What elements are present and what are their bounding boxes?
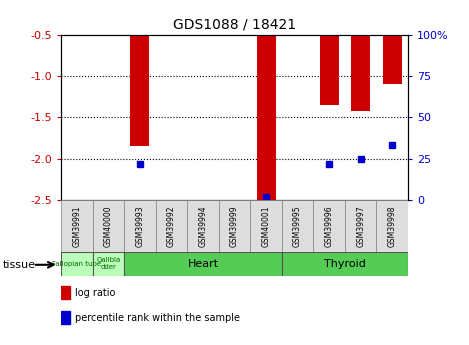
Text: Gallbla
dder: Gallbla dder [96, 257, 121, 270]
Bar [187, 200, 219, 252]
Bar [257, 34, 275, 208]
Text: GSM39991: GSM39991 [72, 205, 81, 247]
Bar [383, 34, 402, 84]
Bar [61, 200, 92, 252]
Text: Heart: Heart [188, 259, 219, 269]
Text: percentile rank within the sample: percentile rank within the sample [75, 313, 240, 323]
Text: GSM39995: GSM39995 [293, 205, 302, 247]
Bar [351, 34, 370, 111]
Bar [124, 200, 156, 252]
Text: GSM39994: GSM39994 [198, 205, 207, 247]
Text: GSM39997: GSM39997 [356, 205, 365, 247]
Text: tissue: tissue [2, 260, 35, 269]
Text: GSM39996: GSM39996 [325, 205, 333, 247]
Bar [61, 311, 69, 324]
Bar [61, 252, 92, 276]
Text: Fallopian tube: Fallopian tube [52, 261, 101, 267]
Title: GDS1088 / 18421: GDS1088 / 18421 [173, 18, 296, 32]
Bar [345, 200, 377, 252]
Bar [61, 286, 69, 299]
Bar [282, 200, 313, 252]
Text: GSM40000: GSM40000 [104, 205, 113, 247]
Text: GSM40001: GSM40001 [262, 205, 271, 247]
Bar [377, 200, 408, 252]
Text: log ratio: log ratio [75, 288, 115, 298]
Text: GSM39993: GSM39993 [136, 205, 144, 247]
Text: GSM39992: GSM39992 [167, 205, 176, 247]
Bar [124, 252, 282, 276]
Bar [313, 200, 345, 252]
Bar [92, 200, 124, 252]
Bar [219, 200, 250, 252]
Bar [92, 252, 124, 276]
Text: Thyroid: Thyroid [324, 259, 366, 269]
Bar [156, 200, 187, 252]
Bar [250, 200, 282, 252]
Text: GSM39998: GSM39998 [388, 205, 397, 247]
Bar [282, 252, 408, 276]
Bar [130, 34, 149, 146]
Text: GSM39999: GSM39999 [230, 205, 239, 247]
Bar [320, 34, 339, 105]
